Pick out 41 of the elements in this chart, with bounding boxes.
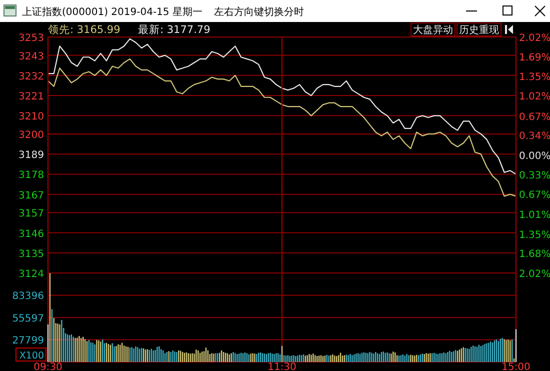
line-series — [47, 38, 517, 175]
y-tick-label: 3178 — [18, 170, 44, 182]
text: 大盘异动 — [413, 24, 453, 36]
text: 历史重现 — [459, 24, 499, 36]
y-tick-label: 3210 — [18, 112, 44, 123]
y2-tick-label: 0.67% — [519, 112, 550, 123]
y2-tick-label: 0.34% — [519, 131, 550, 142]
y-tick-label: 3157 — [18, 208, 44, 220]
y-tick-label: X100 — [19, 350, 44, 362]
x-tick-label: 15:00 — [502, 362, 530, 371]
y-tick-label: 3232 — [18, 71, 44, 82]
y-tick-label: 27799 — [12, 336, 44, 347]
y2-tick-label: 2.02% — [519, 269, 550, 280]
y-tick-label: 3200 — [18, 130, 44, 141]
text: 领先: 3165.99 — [48, 23, 120, 36]
y-tick-label: 3221 — [18, 92, 44, 103]
y-tick-label: 83396 — [12, 291, 44, 302]
y-tick-label: 3167 — [18, 190, 44, 202]
y-tick-label: 3135 — [18, 248, 44, 260]
x-tick-label: 09:30 — [34, 362, 62, 371]
chart-subtitle: 左右方向键切换分时 — [214, 6, 304, 18]
y-tick-label: 3243 — [18, 51, 44, 62]
y2-tick-label: 1.02% — [519, 91, 550, 102]
y-tick-label: 55597 — [12, 314, 44, 324]
y2-tick-label: 1.35% — [519, 72, 550, 84]
y2-tick-label: 1.68% — [519, 249, 550, 260]
y2-tick-label: 1.01% — [519, 210, 550, 221]
y2-tick-label: 1.35% — [519, 230, 550, 241]
line-series — [47, 58, 517, 197]
text: 最新: 3177.79 — [138, 23, 210, 36]
y2-tick-label: 2.02% — [519, 33, 550, 44]
y2-tick-label: 1.69% — [519, 52, 550, 64]
chart-title: 上证指数(000001) 2019-04-15 星期一 — [22, 6, 202, 18]
y-tick-label: 3253 — [18, 33, 44, 44]
y2-tick-label: 0.67% — [519, 190, 550, 202]
y-tick-label: 3146 — [18, 228, 44, 240]
y-tick-label: 3189 — [18, 150, 44, 162]
y2-tick-label: 0.00% — [519, 151, 550, 162]
x-tick-label: 11:30 — [268, 362, 296, 371]
y2-tick-label: 0.33% — [519, 170, 550, 182]
y-tick-label: 3124 — [18, 269, 44, 280]
